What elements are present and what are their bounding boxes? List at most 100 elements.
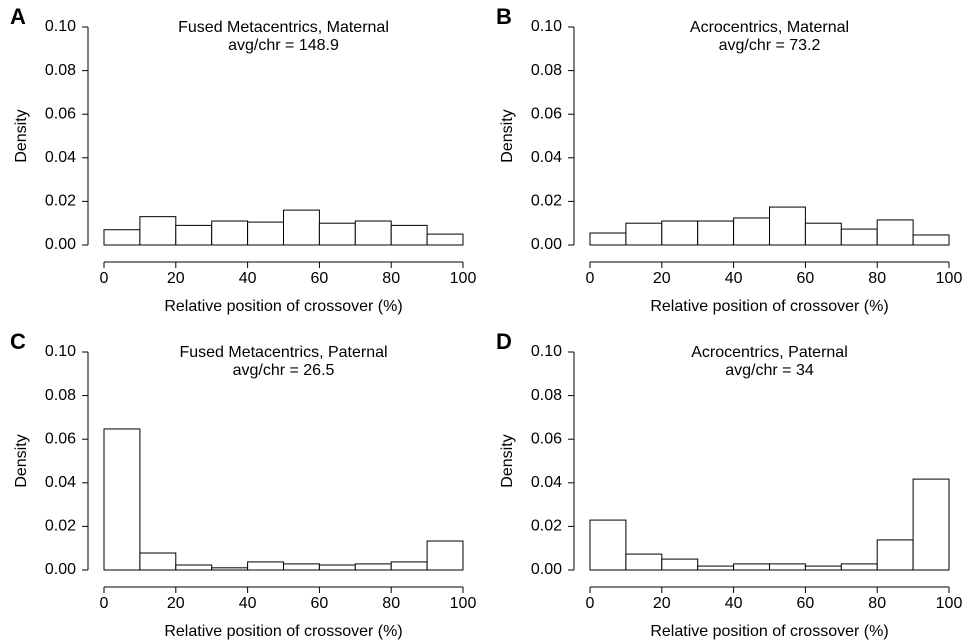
bar xyxy=(390,561,428,571)
x-tick-label: 100 xyxy=(450,595,477,612)
y-tick-label: 0.00 xyxy=(45,236,76,253)
x-axis-label: Relative position of crossover (%) xyxy=(650,623,888,640)
y-tick-label: 0.08 xyxy=(45,387,76,404)
bar xyxy=(354,563,392,571)
bar xyxy=(769,563,806,571)
bar xyxy=(804,222,842,246)
y-tick-label: 0.04 xyxy=(45,149,76,166)
bar xyxy=(175,564,213,571)
x-tick-label: 0 xyxy=(586,595,595,612)
bar xyxy=(103,428,141,571)
x-axis-label: Relative position of crossover (%) xyxy=(164,623,402,640)
x-tick-label: 20 xyxy=(653,595,671,612)
y-tick-label: 0.02 xyxy=(45,193,76,210)
y-tick-label: 0.10 xyxy=(45,343,76,360)
x-tick-label: 80 xyxy=(868,270,886,287)
y-tick-label: 0.08 xyxy=(45,62,76,79)
chart-subtitle: avg/chr = 34 xyxy=(725,362,814,379)
y-tick-label: 0.08 xyxy=(531,387,562,404)
y-tick-label: 0.06 xyxy=(45,430,76,447)
chart-title: Acrocentrics, Maternal xyxy=(690,19,849,36)
y-tick-label: 0.06 xyxy=(531,430,562,447)
bar xyxy=(390,224,428,246)
y-tick-label: 0.00 xyxy=(531,236,562,253)
y-tick-label: 0.10 xyxy=(531,18,562,35)
panel-label: A xyxy=(10,4,26,29)
chart-subtitle: avg/chr = 148.9 xyxy=(228,37,339,54)
bar xyxy=(876,219,914,246)
y-tick-label: 0.08 xyxy=(531,62,562,79)
y-tick-label: 0.02 xyxy=(531,193,562,210)
y-tick-label: 0.10 xyxy=(45,18,76,35)
bar xyxy=(876,539,914,571)
x-tick-label: 60 xyxy=(311,595,329,612)
x-axis-label: Relative position of crossover (%) xyxy=(650,298,888,315)
bar xyxy=(769,206,806,246)
panel-label: B xyxy=(496,4,512,29)
bar xyxy=(211,220,249,246)
bar xyxy=(211,567,249,571)
y-tick-label: 0.00 xyxy=(531,561,562,578)
bar xyxy=(661,220,699,246)
y-axis-label: Density xyxy=(499,109,516,162)
y-tick-label: 0.04 xyxy=(45,474,76,491)
bar xyxy=(318,564,356,571)
bar xyxy=(697,220,735,246)
bar xyxy=(175,224,213,246)
x-tick-label: 20 xyxy=(167,270,185,287)
bar xyxy=(625,553,663,571)
y-tick-label: 0.06 xyxy=(45,105,76,122)
bar xyxy=(318,222,356,246)
bar xyxy=(733,563,770,571)
bar xyxy=(354,220,392,246)
x-tick-label: 0 xyxy=(100,270,109,287)
bar xyxy=(139,216,177,246)
x-tick-label: 40 xyxy=(239,270,257,287)
y-tick-label: 0.00 xyxy=(45,561,76,578)
chart-title: Acrocentrics, Paternal xyxy=(691,344,848,361)
x-tick-label: 80 xyxy=(382,595,400,612)
chart-title: Fused Metacentrics, Maternal xyxy=(178,19,389,36)
x-tick-label: 80 xyxy=(868,595,886,612)
panel-label: D xyxy=(496,329,512,354)
y-tick-label: 0.10 xyxy=(531,343,562,360)
x-axis-label: Relative position of crossover (%) xyxy=(164,298,402,315)
panel-label: C xyxy=(10,329,26,354)
y-tick-label: 0.02 xyxy=(531,518,562,535)
bar xyxy=(840,228,878,246)
bar xyxy=(912,234,950,246)
bar xyxy=(912,478,950,571)
x-tick-label: 20 xyxy=(167,595,185,612)
bar xyxy=(733,217,770,246)
bar xyxy=(625,222,663,246)
chart-subtitle: avg/chr = 73.2 xyxy=(719,37,821,54)
bar xyxy=(283,563,320,571)
y-tick-label: 0.02 xyxy=(45,518,76,535)
x-tick-label: 60 xyxy=(311,270,329,287)
y-tick-label: 0.04 xyxy=(531,474,562,491)
x-tick-label: 40 xyxy=(725,270,743,287)
chart-title: Fused Metacentrics, Paternal xyxy=(179,344,387,361)
bar xyxy=(840,563,878,571)
bar xyxy=(426,540,464,571)
bar xyxy=(247,221,285,246)
x-tick-label: 60 xyxy=(797,270,815,287)
bar xyxy=(139,552,177,571)
x-tick-label: 0 xyxy=(586,270,595,287)
x-tick-label: 100 xyxy=(936,270,963,287)
x-tick-label: 100 xyxy=(936,595,963,612)
x-tick-label: 40 xyxy=(725,595,743,612)
y-tick-label: 0.06 xyxy=(531,105,562,122)
bar xyxy=(589,519,627,571)
y-tick-label: 0.04 xyxy=(531,149,562,166)
chart-subtitle: avg/chr = 26.5 xyxy=(233,362,335,379)
x-tick-label: 60 xyxy=(797,595,815,612)
bar xyxy=(661,558,699,571)
x-tick-label: 80 xyxy=(382,270,400,287)
x-tick-label: 40 xyxy=(239,595,257,612)
x-tick-label: 100 xyxy=(450,270,477,287)
y-axis-label: Density xyxy=(13,434,30,487)
x-tick-label: 20 xyxy=(653,270,671,287)
y-axis-label: Density xyxy=(13,109,30,162)
